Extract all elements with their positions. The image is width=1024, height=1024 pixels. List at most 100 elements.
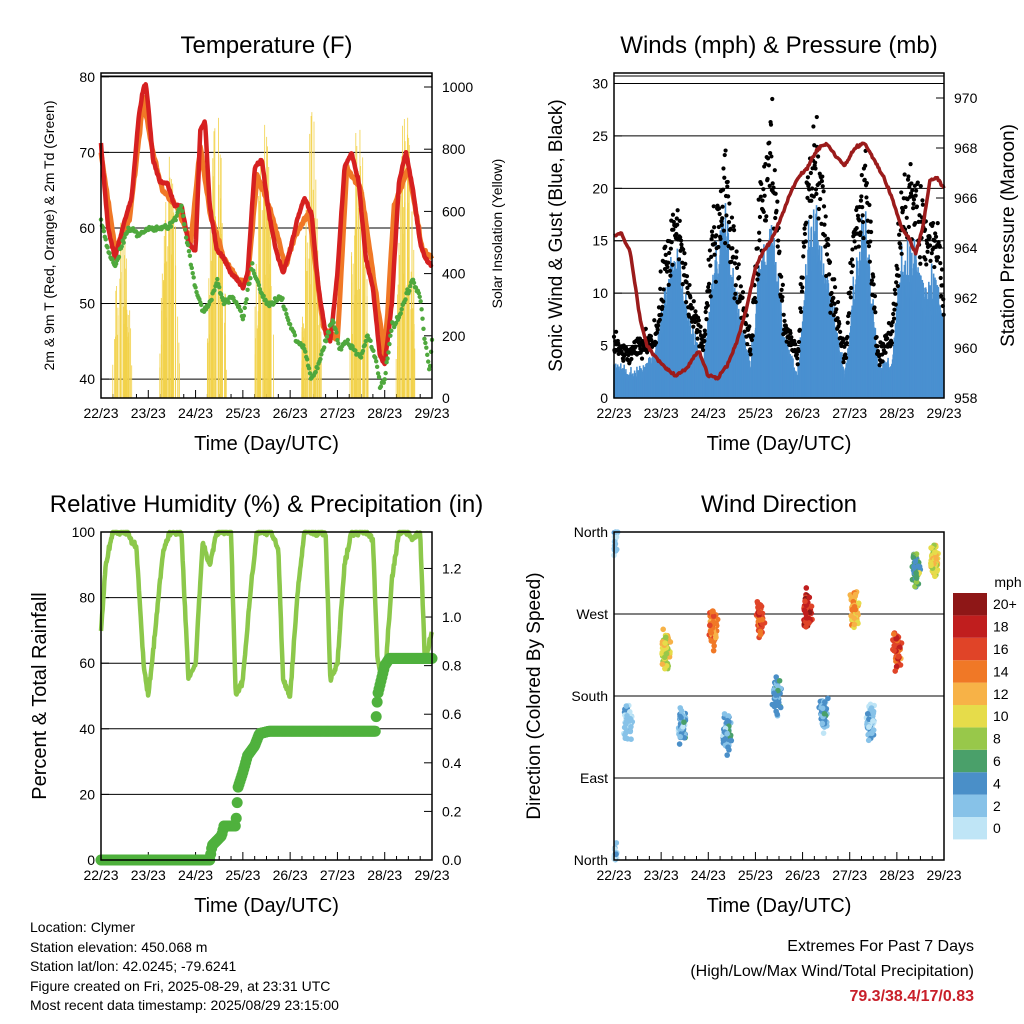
dewpoint-point: [256, 282, 262, 288]
wind-direction-point: [721, 711, 728, 717]
wind-gust-point: [705, 303, 710, 308]
wind-gust-point: [795, 356, 800, 361]
wind-gust-point: [798, 281, 803, 287]
wind-gust-point: [816, 206, 822, 212]
wind-direction-point: [807, 609, 813, 616]
wind-direction-point: [663, 650, 670, 657]
dewpoint-point: [422, 336, 427, 342]
extremes-values: 79.3/38.4/17/0.83: [849, 988, 974, 1005]
wind-gust-point: [932, 264, 937, 270]
dewpoint-point: [113, 261, 119, 267]
wind-direction-point: [710, 608, 716, 615]
dewpoint-point: [419, 307, 424, 312]
colorbar-title: mph: [994, 574, 1021, 590]
temperature-x-tick-label: 25/23: [225, 405, 260, 421]
wind-gust-point: [933, 231, 938, 236]
wind-gust-point: [731, 224, 736, 229]
extremes-subtitle: (High/Low/Max Wind/Total Precipitation): [690, 963, 974, 980]
dewpoint-point: [389, 328, 394, 333]
wind-gust-point: [924, 262, 929, 267]
wind-gust-point: [906, 174, 911, 179]
direction-plot-frame: [613, 531, 945, 861]
wind-gust-point: [702, 338, 707, 344]
wind-direction-point: [710, 613, 717, 619]
wind-gust-point: [687, 282, 692, 288]
wind-direction-point: [932, 573, 938, 580]
wind-gust-point: [834, 307, 839, 312]
direction-y-axis-label: Direction (Colored By Speed): [524, 572, 545, 819]
wind-gust-point: [736, 262, 741, 267]
wind-gust-point: [804, 220, 809, 225]
wind-gust-point: [780, 294, 785, 300]
wind-gust-point: [718, 236, 723, 241]
humidity-x-tick-label: 23/23: [131, 867, 166, 883]
temperature-y-tick-label: 70: [79, 144, 95, 160]
dewpoint-point: [292, 333, 298, 338]
dewpoint-point: [236, 304, 242, 309]
wind-direction-point: [677, 705, 684, 711]
wind-gust-point: [773, 191, 778, 196]
wind-direction-point: [728, 737, 735, 744]
dewpoint-point: [107, 251, 112, 256]
extremes-block: Extremes For Past 7 Days (High/Low/Max W…: [690, 934, 974, 1009]
wind-gust-point: [810, 166, 815, 171]
wind-gust-point: [696, 318, 701, 323]
wind-direction-point: [803, 623, 809, 630]
dewpoint-point: [179, 203, 184, 208]
wind-direction-point: [895, 653, 902, 660]
wind-gust-point: [702, 328, 707, 333]
colorbar-label: 10: [993, 708, 1009, 724]
wind-gust-point: [709, 229, 715, 234]
wind-direction-point: [712, 634, 719, 641]
wind-gust-point: [675, 208, 680, 213]
wind-gust-point: [910, 188, 915, 193]
wind-gust-point: [897, 241, 903, 246]
wind-gust-point: [691, 324, 696, 329]
wind-gust-point: [684, 280, 689, 285]
wind-gust-point: [934, 258, 939, 263]
wind-gust-point: [883, 350, 888, 355]
precipitation-point: [231, 797, 243, 809]
wind-direction-point: [892, 668, 898, 674]
dewpoint-point: [378, 384, 384, 389]
colorbar-swatch: [953, 682, 987, 705]
wind-gust-point: [930, 220, 936, 226]
wind-gust-point: [762, 193, 767, 198]
wind-gust-point: [703, 309, 708, 315]
wind-gust-point: [732, 296, 737, 301]
dewpoint-point: [209, 297, 214, 303]
dewpoint-point: [186, 248, 192, 254]
dewpoint-point: [238, 308, 244, 314]
wind-gust-point: [755, 246, 760, 251]
humidity-y-tick-label: 60: [79, 655, 95, 671]
wind-direction-point: [756, 609, 763, 616]
wind-gust-point: [906, 224, 911, 230]
wind-gust-point: [649, 337, 654, 343]
wind-gust-point: [821, 189, 826, 194]
wind-direction-point: [623, 703, 630, 709]
wind-direction-point: [932, 549, 938, 556]
wind-gust-point: [678, 235, 683, 240]
wind-gust-point: [758, 194, 763, 199]
dewpoint-point: [242, 305, 247, 311]
wind-gust-point: [779, 287, 784, 292]
dewpoint-point: [403, 297, 408, 302]
temperature-2m-line: [98, 82, 434, 367]
wind-gust-point: [720, 187, 726, 192]
dewpoint-point: [386, 350, 391, 355]
wind-gust-point: [725, 179, 730, 185]
colorbar-swatch: [953, 615, 987, 638]
wind-gust-point: [913, 221, 918, 226]
wind-direction-point: [771, 690, 777, 697]
humidity-x-tick-label: 24/23: [178, 867, 213, 883]
created-text: Figure created on Fri, 2025-08-29, at 23…: [30, 977, 331, 994]
dewpoint-point: [360, 348, 366, 354]
wind-gust-point: [802, 226, 807, 231]
wind-gust-point: [656, 323, 661, 328]
wind-gust-point: [845, 334, 850, 340]
wind-direction-point: [724, 730, 730, 737]
wind-gust-point: [757, 230, 762, 235]
dewpoint-point: [280, 296, 285, 301]
colorbar-label: 2: [993, 798, 1001, 814]
winds-x-tick-label: 25/23: [738, 405, 773, 421]
